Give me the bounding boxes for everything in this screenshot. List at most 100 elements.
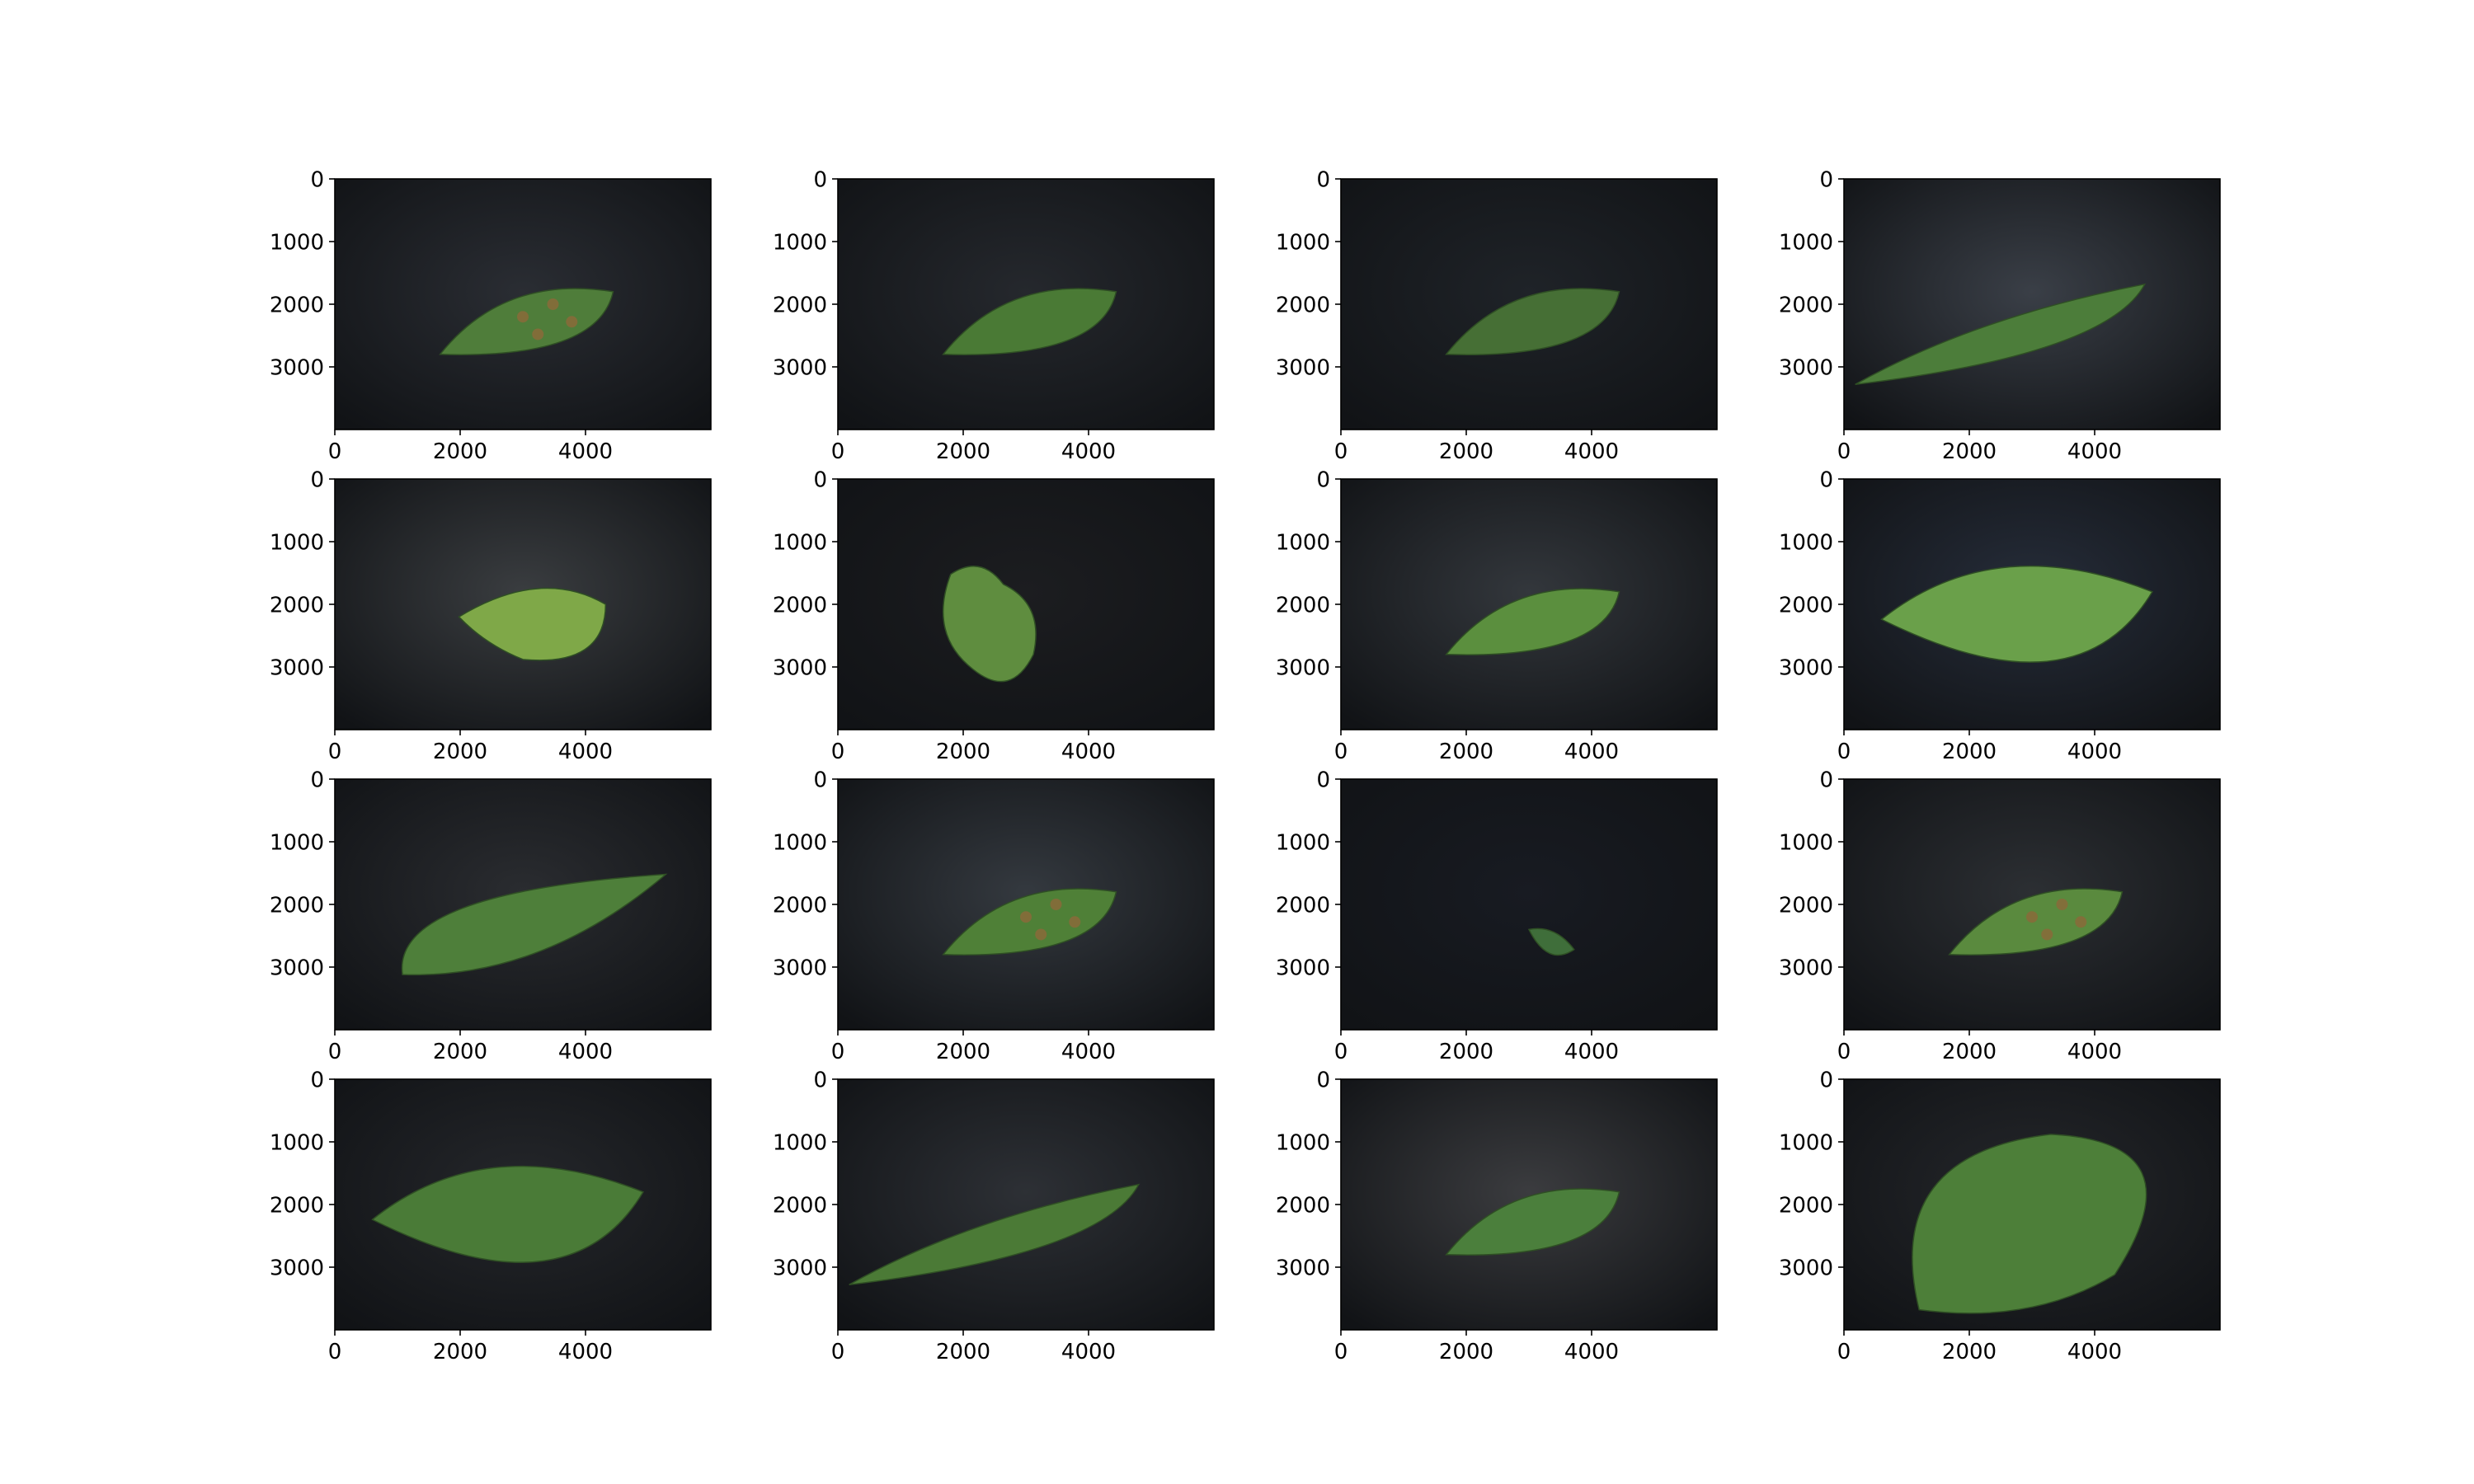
y-tick-label: 0 — [1819, 1068, 1833, 1092]
x-tick-label: 0 — [1334, 439, 1348, 464]
image-panel-9: 0 2000 4000 0 1000 2000 3000 — [270, 768, 712, 1064]
x-tick-label: 4000 — [558, 1340, 613, 1364]
x-tick-label: 4000 — [558, 1040, 613, 1064]
image-panel-11: 0 2000 4000 0 1000 2000 3000 — [1276, 768, 1718, 1064]
y-tick-label: 2000 — [1779, 593, 1833, 618]
x-tick-label: 0 — [831, 1340, 845, 1364]
image-panel-5: 0 2000 4000 0 1000 2000 3000 — [270, 467, 712, 764]
y-tick-label: 3000 — [1276, 655, 1330, 680]
image-panel-15: 0 2000 4000 0 1000 2000 3000 — [1276, 1068, 1718, 1364]
y-tick-label: 2000 — [270, 593, 324, 618]
image-panel-12: 0 2000 4000 0 1000 2000 3000 — [1779, 768, 2221, 1064]
x-tick-label: 4000 — [2067, 1040, 2122, 1064]
x-tick-label: 2000 — [1439, 1040, 1493, 1064]
image-panel-3: 0 2000 4000 0 1000 2000 3000 — [1276, 167, 1718, 464]
leaf-spot — [547, 298, 559, 310]
x-tick-label: 0 — [328, 1040, 342, 1064]
y-tick-label: 1000 — [1779, 230, 1833, 255]
leaf-shape — [1880, 565, 2154, 663]
x-tick-label: 2000 — [433, 1340, 487, 1364]
leaf-shape — [439, 288, 614, 355]
x-tick-label: 2000 — [433, 439, 487, 464]
x-tick-label: 2000 — [1942, 1040, 1997, 1064]
y-tick-label: 2000 — [773, 293, 827, 317]
y-tick-label: 3000 — [270, 956, 324, 980]
leaf-shape — [942, 888, 1117, 956]
y-tick-label: 3000 — [1779, 1256, 1833, 1280]
x-tick-label: 0 — [831, 439, 845, 464]
x-tick-label: 2000 — [936, 1040, 990, 1064]
x-tick-label: 4000 — [558, 439, 613, 464]
y-tick-label: 1000 — [1779, 530, 1833, 555]
leaf-shape — [1948, 888, 2124, 956]
y-tick-label: 3000 — [1276, 355, 1330, 380]
y-tick-label: 0 — [1316, 1068, 1330, 1092]
y-tick-label: 1000 — [1779, 1130, 1833, 1155]
image-panel-2: 0 2000 4000 0 1000 2000 3000 — [773, 167, 1215, 464]
x-tick-label: 0 — [831, 740, 845, 764]
photo-background — [838, 1079, 1214, 1330]
y-tick-label: 3000 — [270, 355, 324, 380]
y-tick-label: 1000 — [1276, 830, 1330, 855]
x-tick-label: 4000 — [2067, 740, 2122, 764]
leaf-spot — [1035, 928, 1047, 941]
y-tick-label: 2000 — [773, 593, 827, 618]
leaf-spot — [532, 328, 544, 340]
y-tick-label: 3000 — [270, 1256, 324, 1280]
y-tick-label: 0 — [310, 467, 324, 492]
leaf-spot — [2041, 928, 2053, 941]
x-tick-label: 4000 — [1564, 1340, 1619, 1364]
y-tick-label: 0 — [1819, 167, 1833, 192]
y-tick-label: 2000 — [1276, 1193, 1330, 1218]
x-tick-label: 4000 — [2067, 439, 2122, 464]
x-tick-label: 2000 — [1439, 439, 1493, 464]
leaf-shape — [1445, 288, 1620, 355]
leaf-shape — [371, 1165, 645, 1263]
y-tick-label: 0 — [1316, 167, 1330, 192]
x-tick-label: 2000 — [936, 740, 990, 764]
y-tick-label: 1000 — [1779, 830, 1833, 855]
leaf-shape — [1445, 588, 1620, 655]
x-tick-label: 2000 — [433, 1040, 487, 1064]
y-tick-label: 0 — [813, 467, 827, 492]
leaf-shape — [1445, 1188, 1620, 1256]
x-tick-label: 0 — [328, 1340, 342, 1364]
x-tick-label: 4000 — [1564, 740, 1619, 764]
image-panel-4: 0 2000 4000 0 1000 2000 3000 — [1779, 167, 2221, 464]
y-tick-label: 2000 — [1276, 593, 1330, 618]
y-tick-label: 3000 — [1779, 355, 1833, 380]
y-tick-label: 3000 — [773, 1256, 827, 1280]
x-tick-label: 0 — [1334, 740, 1348, 764]
image-panel-8: 0 2000 4000 0 1000 2000 3000 — [1779, 467, 2221, 764]
leaf-shape — [401, 873, 668, 976]
x-tick-label: 2000 — [1942, 1340, 1997, 1364]
leaf-spot — [517, 311, 529, 323]
leaf-spot — [2056, 899, 2068, 910]
x-tick-label: 4000 — [1061, 740, 1116, 764]
y-tick-label: 1000 — [270, 1130, 324, 1155]
image-panel-7: 0 2000 4000 0 1000 2000 3000 — [1276, 467, 1718, 764]
x-tick-label: 2000 — [1942, 740, 1997, 764]
x-tick-label: 0 — [1837, 740, 1851, 764]
x-tick-label: 4000 — [558, 740, 613, 764]
y-tick-label: 1000 — [1276, 1130, 1330, 1155]
leaf-spot — [1020, 911, 1032, 923]
y-tick-label: 1000 — [1276, 230, 1330, 255]
y-tick-label: 3000 — [1276, 1256, 1330, 1280]
y-tick-label: 3000 — [773, 956, 827, 980]
y-tick-label: 2000 — [773, 893, 827, 918]
y-tick-label: 3000 — [773, 655, 827, 680]
y-tick-label: 0 — [310, 167, 324, 192]
y-tick-label: 0 — [813, 167, 827, 192]
x-tick-label: 0 — [1837, 1040, 1851, 1064]
x-tick-label: 4000 — [1061, 1040, 1116, 1064]
y-tick-label: 1000 — [773, 230, 827, 255]
y-tick-label: 0 — [1316, 768, 1330, 792]
y-tick-label: 2000 — [1276, 893, 1330, 918]
x-tick-label: 4000 — [2067, 1340, 2122, 1364]
x-tick-label: 2000 — [1942, 439, 1997, 464]
x-tick-label: 4000 — [1061, 1340, 1116, 1364]
x-tick-label: 0 — [1334, 1340, 1348, 1364]
y-tick-label: 0 — [1819, 768, 1833, 792]
